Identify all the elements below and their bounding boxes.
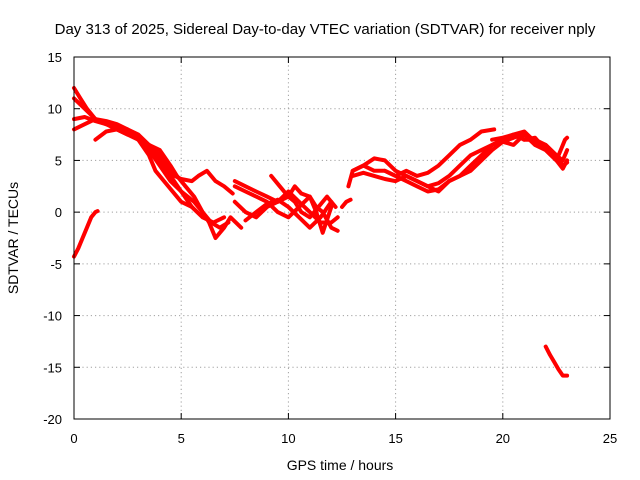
series-line-arc-20 (522, 135, 570, 163)
y-tick-label: -5 (50, 257, 62, 272)
chart-title: Day 313 of 2025, Sidereal Day-to-day VTE… (55, 21, 596, 38)
axis-ticks: 0 5 10 15 20 25 -20 -15 -10 -5 0 5 10 15 (43, 50, 617, 446)
y-tick-label: -15 (43, 360, 62, 375)
data-series (72, 86, 570, 378)
series-line-arc-19 (511, 129, 570, 163)
y-tick-label: -10 (43, 309, 62, 324)
series-line-arc-1 (72, 209, 100, 259)
series-line-arc-12 (340, 197, 353, 209)
x-tick-label: 15 (388, 431, 402, 446)
series-line-arc-13 (346, 127, 497, 189)
series-line-arc-5 (72, 115, 194, 209)
x-tick-label: 0 (70, 431, 77, 446)
plot-frame (73, 56, 611, 420)
x-tick-label: 5 (178, 431, 185, 446)
x-tick-label: 10 (281, 431, 295, 446)
y-tick-label: 0 (55, 205, 62, 220)
grid (74, 57, 610, 419)
series-line-arc-2 (72, 86, 235, 196)
y-axis-label: SDTVAR / TECUs (5, 182, 21, 294)
series-line-arc-4 (72, 117, 227, 225)
y-tick-label: -20 (43, 412, 62, 427)
series-line-arc-6 (93, 127, 231, 230)
series-line-arc-16 (382, 132, 527, 194)
x-axis-label: GPS time / hours (287, 457, 394, 473)
x-tick-label: 20 (496, 431, 510, 446)
y-tick-label: 10 (48, 102, 62, 117)
series-line-arc-10 (243, 197, 334, 230)
x-tick-label: 25 (603, 431, 617, 446)
series-line-arc-18 (500, 132, 570, 171)
y-tick-label: 15 (48, 50, 62, 65)
series-line-arc-21 (543, 344, 570, 378)
series-line-arc-11 (269, 173, 338, 220)
y-tick-label: 5 (55, 153, 62, 168)
